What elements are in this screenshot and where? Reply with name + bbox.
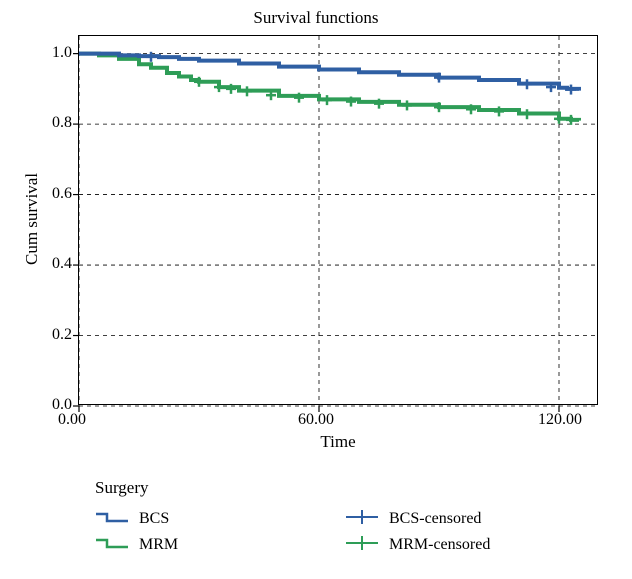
x-tick-label: 120.00 xyxy=(538,411,582,429)
legend-label: BCS-censored xyxy=(389,510,481,528)
legend-swatch-plus-mrm xyxy=(345,535,379,556)
legend-label: MRM-censored xyxy=(389,536,490,554)
y-tick-label: 0.6 xyxy=(52,185,72,203)
x-axis-label: Time xyxy=(78,432,598,452)
legend-item-bcs-censored: BCS-censored xyxy=(345,509,595,530)
y-tick-label: 1.0 xyxy=(52,44,72,62)
legend-swatch-step-bcs xyxy=(95,509,129,530)
x-tick-label: 60.00 xyxy=(298,411,334,429)
legend-label: BCS xyxy=(139,510,169,528)
legend-swatch-step-mrm xyxy=(95,535,129,556)
legend-title: Surgery xyxy=(95,478,595,498)
legend-label: MRM xyxy=(139,536,178,554)
chart-title: Survival functions xyxy=(0,8,632,28)
y-axis-label: Cum survival xyxy=(22,173,42,265)
plot-area xyxy=(78,35,598,405)
y-tick-label: 0.8 xyxy=(52,114,72,132)
legend-swatch-plus-bcs xyxy=(345,509,379,530)
survival-chart-page: Survival functions Cum survival 0.00.20.… xyxy=(0,0,632,579)
y-tick-label: 0.2 xyxy=(52,326,72,344)
plot-svg xyxy=(79,36,599,406)
legend: Surgery BCS BCS-censored MRM MRM-censore… xyxy=(95,478,595,558)
legend-item-mrm: MRM xyxy=(95,535,345,556)
y-tick-label: 0.4 xyxy=(52,255,72,273)
legend-item-bcs: BCS xyxy=(95,509,345,530)
x-tick-label: 0.00 xyxy=(58,411,86,429)
legend-item-mrm-censored: MRM-censored xyxy=(345,535,595,556)
